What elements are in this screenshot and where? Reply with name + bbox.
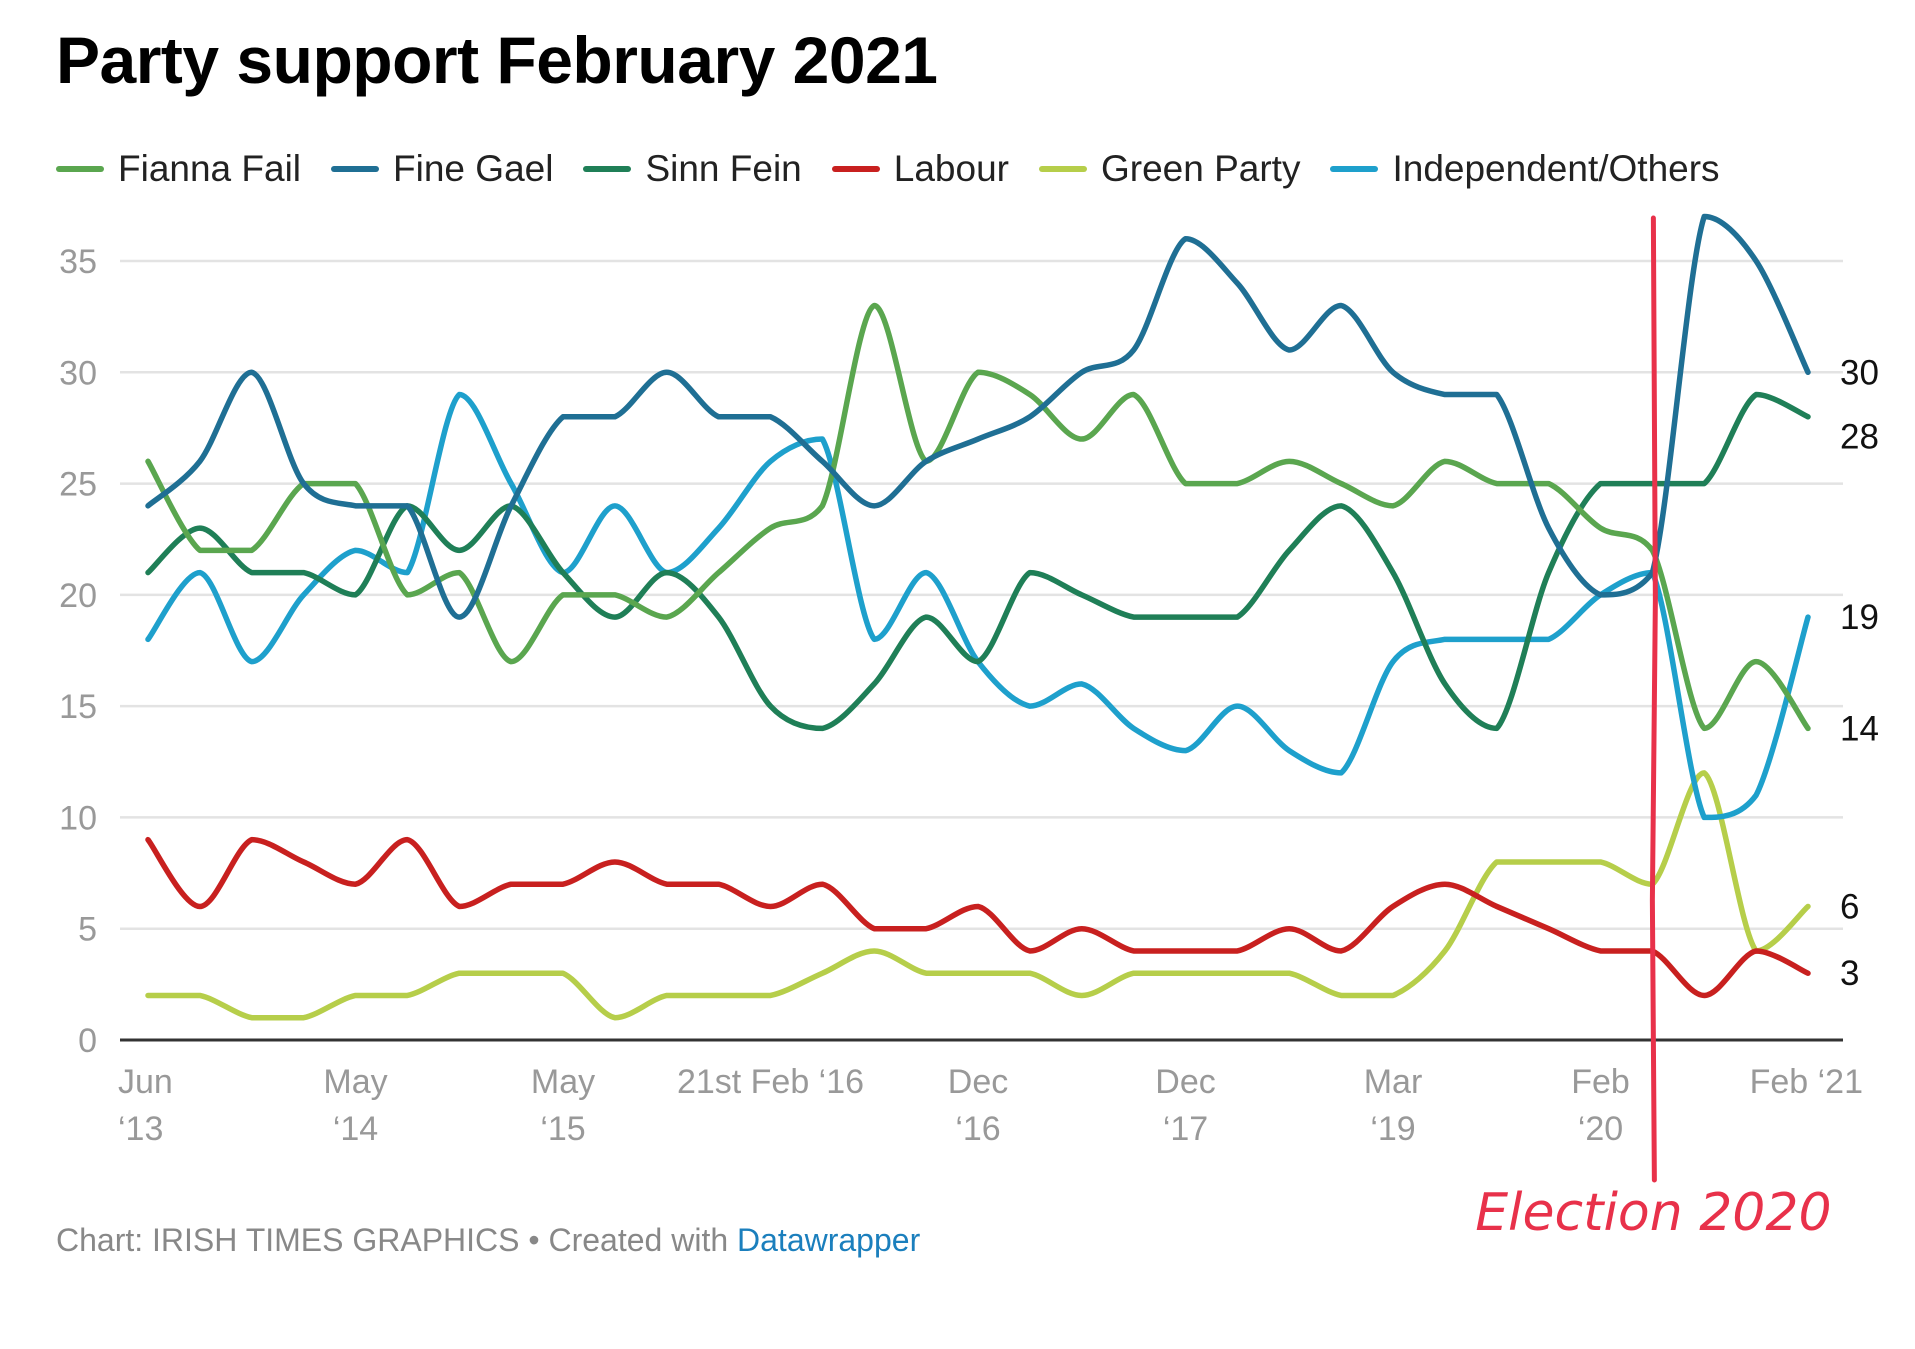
y-tick-label: 15 xyxy=(59,688,97,726)
legend-swatch xyxy=(331,166,380,172)
x-tick-label: Feb ‘21 xyxy=(1750,1063,1863,1101)
x-tick-label: Mar xyxy=(1364,1063,1423,1101)
legend-swatch xyxy=(831,166,880,172)
x-tick-label: May xyxy=(323,1063,387,1101)
legend-label: Sinn Fein xyxy=(645,148,802,189)
x-tick-label: ‘17 xyxy=(1163,1110,1208,1148)
y-tick-label: 20 xyxy=(59,577,97,615)
series-line-fine-gael xyxy=(145,213,1811,620)
series-line-labour xyxy=(145,836,1811,999)
legend-item-fianna-fail: Fianna Fail xyxy=(56,148,301,190)
y-tick-label: 0 xyxy=(78,1022,97,1060)
datawrapper-link[interactable]: Datawrapper xyxy=(737,1222,921,1258)
legend-swatch xyxy=(56,166,104,172)
x-tick-label: 21st Feb ‘16 xyxy=(677,1063,864,1101)
series-line-fianna-fail xyxy=(145,302,1811,732)
legend-label: Labour xyxy=(893,148,1009,189)
legend-item-labour: Labour xyxy=(831,148,1009,190)
x-tick-label: ‘13 xyxy=(118,1110,163,1148)
x-tick-label: Jun xyxy=(118,1063,173,1101)
legend-label: Fine Gael xyxy=(393,148,554,189)
legend-item-fine-gael: Fine Gael xyxy=(331,148,553,190)
x-tick-label: Dec xyxy=(1155,1063,1215,1101)
footer-credit: Chart: IRISH TIMES GRAPHICS • Created wi… xyxy=(56,1222,738,1258)
y-tick-label: 5 xyxy=(78,911,97,949)
y-tick-label: 30 xyxy=(59,354,97,392)
y-tick-label: 25 xyxy=(59,466,97,504)
legend-swatch xyxy=(583,166,632,172)
series-line-green-party xyxy=(145,770,1811,1021)
end-value-label: 3 xyxy=(1840,954,1859,993)
chart-footer: Chart: IRISH TIMES GRAPHICS • Created wi… xyxy=(56,1222,920,1259)
legend-swatch xyxy=(1038,166,1087,172)
legend-item-sinn-fein: Sinn Fein xyxy=(583,148,802,190)
legend-item-green-party: Green Party xyxy=(1038,148,1301,190)
y-tick-label: 35 xyxy=(59,243,97,281)
legend-swatch xyxy=(1330,166,1379,172)
end-value-label: 6 xyxy=(1840,887,1859,926)
end-value-label: 28 xyxy=(1840,417,1879,456)
chart-title: Party support February 2021 xyxy=(56,23,938,97)
legend-label: Independent/Others xyxy=(1392,148,1720,189)
end-value-label: 14 xyxy=(1840,709,1879,748)
legend-label: Fianna Fail xyxy=(118,148,302,189)
x-tick-label: ‘19 xyxy=(1370,1110,1415,1148)
legend: Fianna Fail Fine Gael Sinn Fein Labour Green… xyxy=(56,148,1750,190)
series-line-sinn-fein xyxy=(145,391,1811,732)
end-value-label: 19 xyxy=(1840,598,1879,637)
y-tick-label: 10 xyxy=(59,799,97,837)
legend-label: Green Party xyxy=(1100,148,1301,189)
election-marker-line xyxy=(1649,215,1658,1183)
legend-item-independent-others: Independent/Others xyxy=(1330,148,1720,190)
x-tick-label: ‘20 xyxy=(1578,1110,1623,1148)
x-tick-label: May xyxy=(531,1063,595,1101)
end-value-label: 30 xyxy=(1840,353,1879,392)
x-tick-label: ‘16 xyxy=(955,1110,1000,1148)
x-tick-label: Feb xyxy=(1571,1063,1630,1101)
election-annotation-label: Election 2020 xyxy=(1475,1183,1831,1243)
series-line-independent-others xyxy=(145,391,1811,821)
x-tick-label: Dec xyxy=(948,1063,1008,1101)
x-tick-label: ‘14 xyxy=(333,1110,378,1148)
x-tick-label: ‘15 xyxy=(540,1110,585,1148)
